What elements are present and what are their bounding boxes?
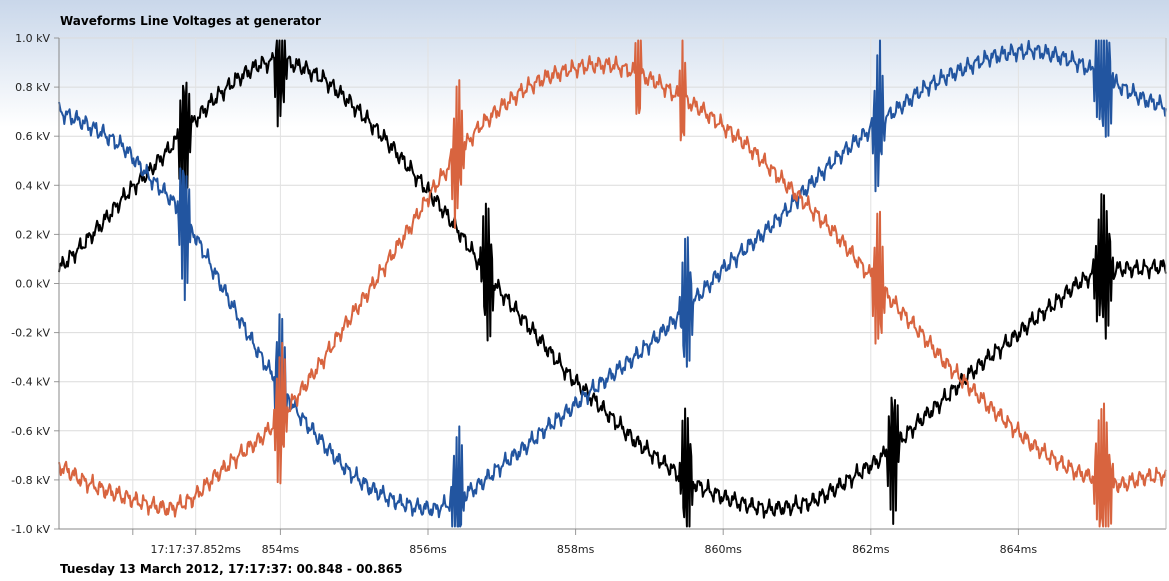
- y-tick-label: 0.8 kV: [15, 81, 50, 94]
- x-tick-label: 856ms: [409, 543, 447, 556]
- x-tick-label: 862ms: [852, 543, 890, 556]
- x-tick-label: 17:17:37.852ms: [151, 543, 242, 556]
- y-tick-label: 0.0 kV: [15, 278, 50, 291]
- y-tick-label: 0.2 kV: [15, 228, 50, 241]
- y-tick-label: 0.6 kV: [15, 130, 50, 143]
- chart-footer: Tuesday 13 March 2012, 17:17:37: 00.848 …: [60, 562, 402, 576]
- y-tick-label: -0.8 kV: [11, 474, 50, 487]
- x-tick-label: 864ms: [1000, 543, 1038, 556]
- x-tick-label: 858ms: [557, 543, 595, 556]
- y-tick-label: -0.6 kV: [11, 425, 50, 438]
- x-tick-label: 860ms: [704, 543, 742, 556]
- y-tick-label: -0.2 kV: [11, 327, 50, 340]
- y-tick-label: -0.4 kV: [11, 376, 50, 389]
- y-tick-label: -1.0 kV: [11, 523, 50, 536]
- chart-title: Waveforms Line Voltages at generator: [60, 14, 321, 28]
- series-line: [58, 39, 1167, 528]
- y-tick-label: 1.0 kV: [15, 32, 50, 45]
- axes: 1.0 kV 0.8 kV 0.6 kV 0.4 kV 0.2 kV 0.0 kV -0.2…: [11, 32, 1167, 556]
- series-line: [58, 39, 1167, 528]
- series-group: [58, 39, 1167, 528]
- x-tick-label: 854ms: [262, 543, 300, 556]
- series-line: [58, 39, 1167, 528]
- y-tick-label: 0.4 kV: [15, 179, 50, 192]
